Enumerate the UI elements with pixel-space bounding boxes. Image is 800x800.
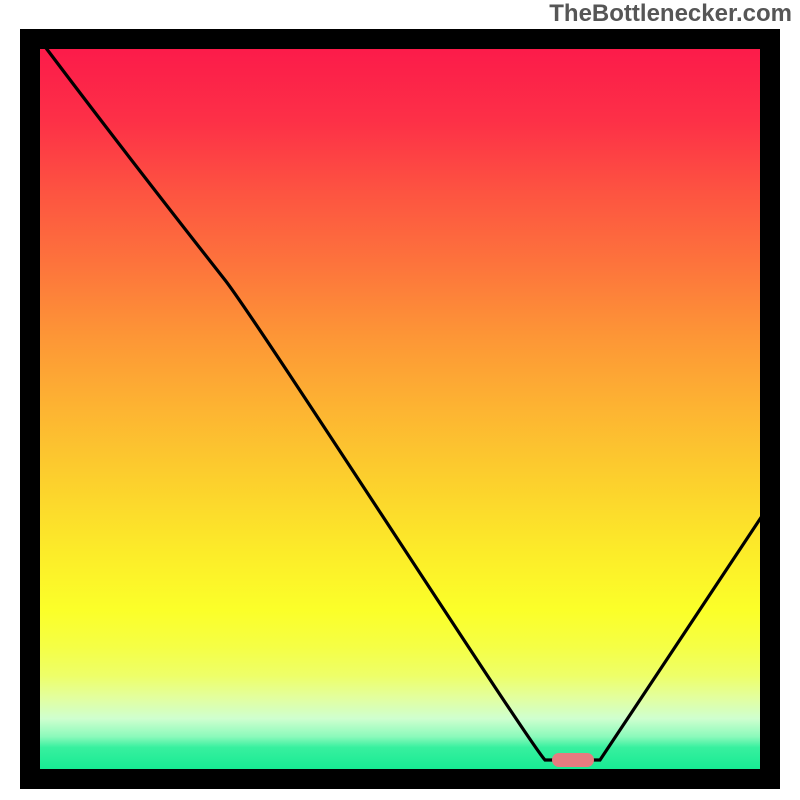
plot-border-right [760,29,780,789]
optimum-marker [552,753,594,767]
bottleneck-curve [0,0,800,800]
plot-border-bottom [20,769,780,789]
chart-frame: TheBottlenecker.com [0,0,800,800]
plot-border-left [20,29,40,789]
curve-path [40,40,766,760]
plot-border-top [20,29,780,49]
